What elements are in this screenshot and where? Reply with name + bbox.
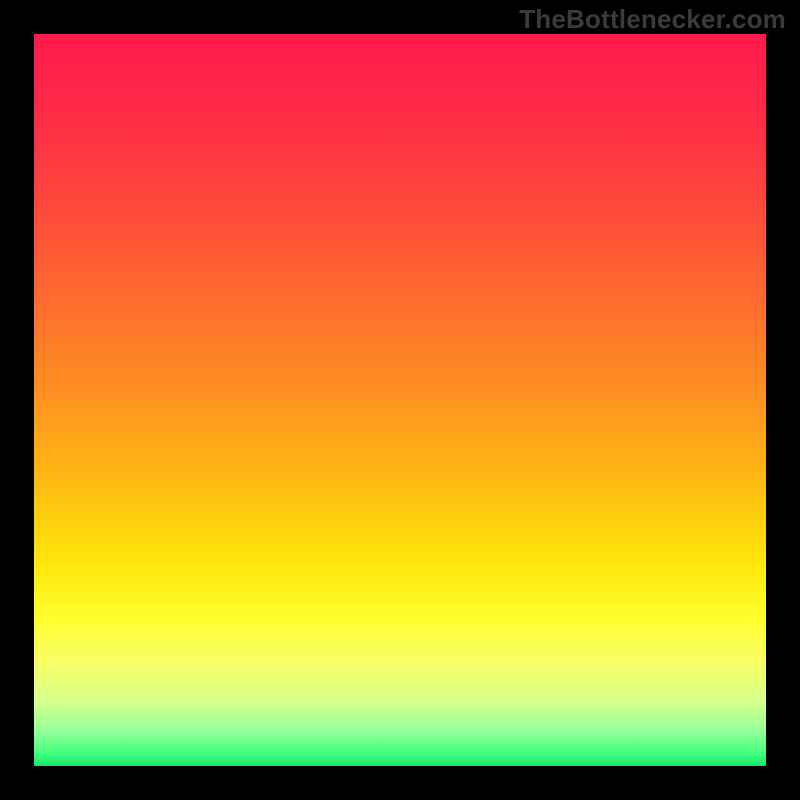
heat-gradient bbox=[34, 34, 766, 766]
watermark-text: TheBottlenecker.com bbox=[519, 4, 786, 35]
stage: TheBottlenecker.com bbox=[0, 0, 800, 800]
plot-area bbox=[34, 34, 766, 766]
